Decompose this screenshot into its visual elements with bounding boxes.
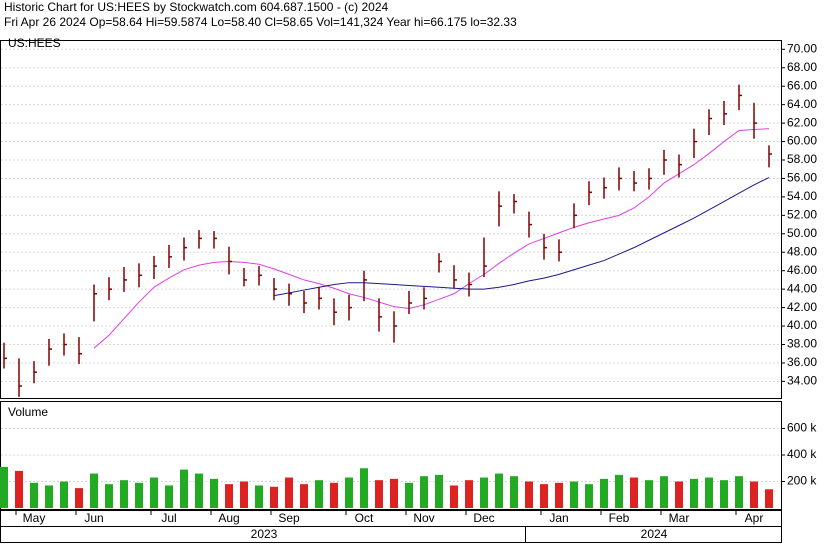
volume-bar xyxy=(435,474,443,508)
y-tick-label: 66.00 xyxy=(787,78,817,92)
x-tick-label: May xyxy=(23,511,46,525)
symbol-label: US:HEES xyxy=(8,36,61,50)
chart-subtitle: Fri Apr 26 2024 Op=58.64 Hi=59.5874 Lo=5… xyxy=(4,15,517,29)
volume-bar xyxy=(360,468,368,508)
y-tick-label: 60.00 xyxy=(787,134,817,148)
volume-bar xyxy=(570,481,578,508)
volume-bar xyxy=(225,484,233,508)
volume-bar xyxy=(240,481,248,508)
volume-bar xyxy=(150,477,158,508)
volume-bar xyxy=(600,478,608,508)
volume-bar xyxy=(405,482,413,508)
volume-bar xyxy=(375,480,383,508)
volume-bar xyxy=(690,478,698,508)
year-label: 2024 xyxy=(641,527,668,541)
volume-bar xyxy=(720,480,728,508)
y-tick-label: 68.00 xyxy=(787,60,817,74)
y-tick-label: 62.00 xyxy=(787,115,817,129)
volume-bar xyxy=(180,469,188,508)
volume-bar xyxy=(765,489,773,508)
volume-bar xyxy=(210,478,218,508)
month-axis xyxy=(0,510,782,527)
x-tick-label: Sep xyxy=(278,511,300,525)
volume-bar xyxy=(120,480,128,508)
moving-average xyxy=(93,128,770,349)
x-tick-label: Jun xyxy=(84,511,103,525)
y-tick-label: 64.00 xyxy=(787,97,817,111)
volume-bar xyxy=(270,486,278,508)
volume-bar xyxy=(510,476,518,508)
volume-bar xyxy=(135,482,143,508)
volume-bar xyxy=(750,481,758,508)
volume-bar xyxy=(480,477,488,508)
chart-title: Historic Chart for US:HEES by Stockwatch… xyxy=(4,0,388,14)
x-tick-label: Jul xyxy=(161,511,176,525)
price-panel xyxy=(0,40,782,399)
x-tick-label: Oct xyxy=(355,511,374,525)
y-tick-label: 400 k xyxy=(787,447,817,461)
volume-bar xyxy=(645,480,653,508)
volume-bar xyxy=(705,477,713,508)
y-tick-label: 70.00 xyxy=(787,41,817,55)
x-tick-label: Apr xyxy=(745,511,764,525)
year-label: 2023 xyxy=(251,527,278,541)
volume-bar xyxy=(105,484,113,508)
y-tick-label: 600 k xyxy=(787,421,817,435)
moving-average xyxy=(273,177,770,297)
volume-bar xyxy=(0,466,8,508)
volume-bar xyxy=(285,477,293,508)
volume-bar xyxy=(615,474,623,508)
y-tick-label: 50.00 xyxy=(787,226,817,240)
volume-bar xyxy=(465,480,473,508)
volume-bar xyxy=(675,481,683,508)
volume-bar xyxy=(735,476,743,508)
x-tick-label: Nov xyxy=(413,511,434,525)
x-tick-label: Dec xyxy=(473,511,494,525)
volume-bar xyxy=(555,482,563,508)
y-tick-label: 54.00 xyxy=(787,189,817,203)
y-tick-label: 40.00 xyxy=(787,318,817,332)
volume-bar xyxy=(60,481,68,508)
volume-bar xyxy=(450,485,458,508)
volume-bar xyxy=(90,473,98,508)
volume-title: Volume xyxy=(8,405,48,419)
y-tick-label: 42.00 xyxy=(787,300,817,314)
y-tick-label: 36.00 xyxy=(787,355,817,369)
volume-bar xyxy=(30,482,38,508)
volume-bar xyxy=(345,477,353,508)
volume-bar xyxy=(330,482,338,508)
x-tick-label: Aug xyxy=(218,511,239,525)
x-tick-label: Jan xyxy=(549,511,568,525)
y-tick-label: 200 k xyxy=(787,474,817,488)
volume-bar xyxy=(15,470,23,508)
y-tick-label: 56.00 xyxy=(787,171,817,185)
volume-bar xyxy=(390,478,398,508)
volume-bar xyxy=(300,484,308,508)
y-tick-label: 58.00 xyxy=(787,152,817,166)
y-tick-label: 46.00 xyxy=(787,263,817,277)
volume-bar xyxy=(75,488,83,508)
x-tick-label: Feb xyxy=(609,511,630,525)
volume-bar xyxy=(540,484,548,508)
y-tick-label: 48.00 xyxy=(787,244,817,258)
volume-bar xyxy=(420,476,428,508)
volume-bar xyxy=(585,484,593,508)
x-tick-label: Mar xyxy=(669,511,690,525)
y-tick-label: 44.00 xyxy=(787,281,817,295)
y-tick-label: 34.00 xyxy=(787,374,817,388)
volume-bar xyxy=(165,485,173,508)
volume-bar xyxy=(195,473,203,508)
volume-bar xyxy=(45,485,53,508)
volume-bar xyxy=(660,476,668,508)
volume-bar xyxy=(630,477,638,508)
y-tick-label: 38.00 xyxy=(787,337,817,351)
volume-bar xyxy=(255,485,263,508)
volume-bar xyxy=(315,480,323,508)
y-tick-label: 52.00 xyxy=(787,208,817,222)
volume-bar xyxy=(495,473,503,508)
volume-bar xyxy=(525,481,533,508)
